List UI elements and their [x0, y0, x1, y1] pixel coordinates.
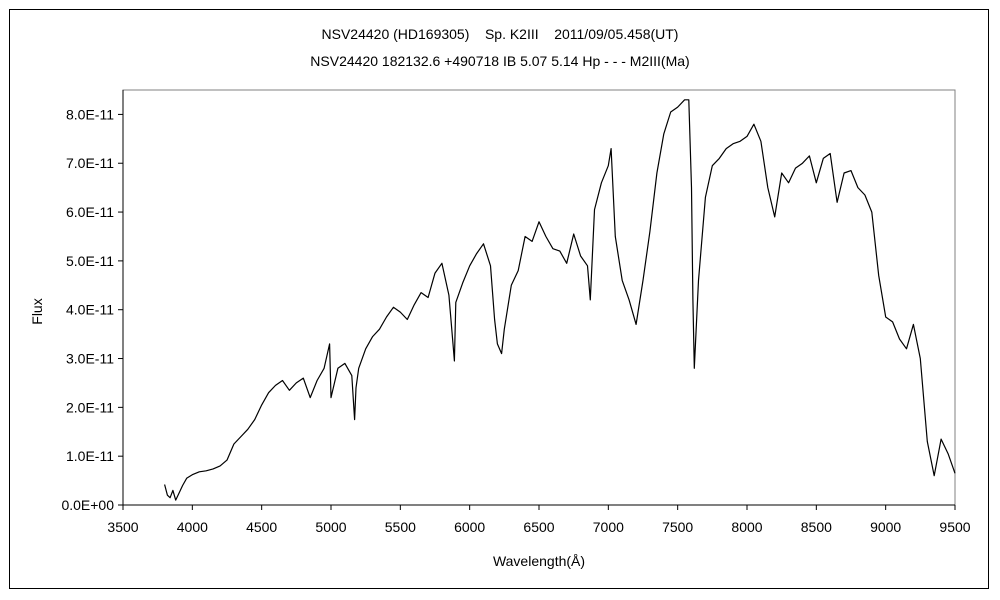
y-tick-label: 3.0E-11	[66, 351, 114, 367]
chart-subtitle: NSV24420 182132.6 +490718 IB 5.07 5.14 H…	[310, 53, 690, 69]
y-tick-label: 5.0E-11	[66, 253, 114, 269]
x-tick-label: 7500	[662, 519, 693, 535]
x-tick-label: 4000	[177, 519, 208, 535]
x-tick-label: 8000	[731, 519, 762, 535]
plot-area	[122, 89, 956, 506]
y-tick-label: 4.0E-11	[66, 302, 114, 318]
x-axis-label: Wavelength(Å)	[493, 553, 585, 569]
x-tick-label: 4500	[246, 519, 277, 535]
chart-title: NSV24420 (HD169305) Sp. K2III 2011/09/05…	[321, 26, 679, 42]
y-axis: 0.0E+00 1.0E-11 2.0E-11 3.0E-11 4.0E-11 5.0E-…	[61, 90, 124, 513]
y-tick-label: 8.0E-11	[66, 106, 114, 122]
x-tick-label: 5000	[315, 519, 346, 535]
spectrum-line	[164, 99, 956, 501]
x-tick-label: 5500	[385, 519, 416, 535]
x-tick-label: 6500	[523, 519, 554, 535]
y-tick-label: 7.0E-11	[66, 155, 114, 171]
x-tick-label: 8500	[801, 519, 832, 535]
x-tick-label: 3500	[107, 519, 138, 535]
x-tick-label: 9000	[870, 519, 901, 535]
x-tick-label: 7000	[593, 519, 624, 535]
series-layer	[164, 99, 956, 501]
x-tick-label: 6000	[454, 519, 485, 535]
x-axis: 3500 4000 4500 5000 5500 6000 6500 7000 7500 8000…	[107, 504, 971, 535]
y-tick-label: 2.0E-11	[66, 399, 114, 415]
y-tick-label: 0.0E+00	[61, 497, 114, 513]
y-tick-label: 1.0E-11	[66, 448, 114, 464]
x-tick-label: 9500	[939, 519, 970, 535]
y-axis-label: Flux	[29, 298, 45, 324]
y-tick-label: 6.0E-11	[66, 204, 114, 220]
